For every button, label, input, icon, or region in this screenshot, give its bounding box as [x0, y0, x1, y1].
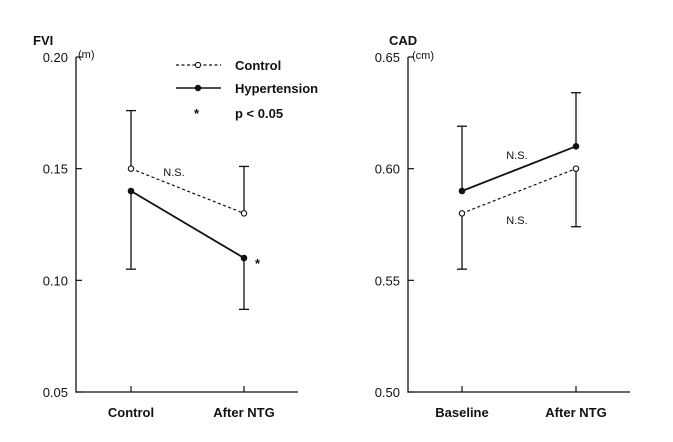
cad-x-tick-label: Baseline: [435, 405, 488, 420]
cad-ns-upper-label: N.S.: [506, 150, 527, 162]
legend-significance-text: p < 0.05: [235, 106, 283, 121]
fvi-x-tick-label: After NTG: [213, 405, 274, 420]
cad-control-point: [458, 210, 466, 217]
cad-y-tick-label: 0.60: [375, 162, 400, 177]
cad-ns-lower-label: N.S.: [506, 215, 527, 227]
cad-title: CAD: [389, 33, 417, 48]
fvi-significance-marker: *: [255, 256, 261, 271]
fvi-series-lines: [130, 168, 245, 259]
cad-hypertension-line: [461, 145, 577, 192]
cad-control-line: [461, 168, 577, 214]
cad-panel: CAD (cm) 0.65 0.60 0.55 0.50 Baseline After …: [375, 33, 630, 420]
fvi-x-ticks: Control After NTG: [108, 386, 275, 420]
cad-y-ticks: 0.65 0.60 0.55 0.50: [375, 50, 414, 400]
fvi-y-tick-label: 0.05: [43, 385, 68, 400]
legend: Control Hypertension * p < 0.05: [176, 58, 318, 121]
cad-hypertension-point: [572, 143, 580, 150]
cad-hypertension-point: [458, 187, 466, 195]
legend-hypertension-label: Hypertension: [235, 81, 318, 96]
fvi-hypertension-line: [130, 190, 245, 259]
fvi-points: [127, 165, 248, 262]
legend-hypertension-marker: [194, 84, 202, 92]
fvi-x-tick-label: Control: [108, 405, 154, 420]
fvi-control-point: [240, 210, 248, 217]
legend-significance-symbol: *: [194, 106, 200, 121]
cad-control-point: [572, 165, 580, 172]
fvi-y-tick-label: 0.20: [43, 50, 68, 65]
cad-y-tick-label: 0.55: [375, 273, 400, 288]
cad-unit: (cm): [412, 50, 434, 62]
cad-y-tick-label: 0.65: [375, 50, 400, 65]
fvi-y-tick-label: 0.15: [43, 162, 68, 177]
fvi-hypertension-point: [240, 254, 248, 262]
cad-x-ticks: Baseline After NTG: [435, 386, 607, 420]
cad-series-lines: [461, 145, 577, 214]
fvi-title: FVI: [33, 33, 53, 48]
fvi-unit: (m): [78, 49, 95, 61]
fvi-y-ticks: 0.20 0.15 0.10 0.05: [43, 50, 82, 400]
fvi-control-point: [127, 165, 135, 172]
cad-points: [458, 143, 580, 217]
fvi-ns-label: N.S.: [163, 167, 184, 179]
fvi-control-line: [130, 168, 245, 214]
fvi-hypertension-point: [127, 187, 135, 195]
fvi-error-bars: [126, 109, 249, 311]
legend-control-label: Control: [235, 58, 281, 73]
fvi-y-tick-label: 0.10: [43, 273, 68, 288]
cad-error-bars: [457, 92, 581, 270]
cad-y-tick-label: 0.50: [375, 385, 400, 400]
fvi-panel: FVI (m) 0.20 0.15 0.10 0.05 Control After NT…: [33, 33, 318, 420]
legend-control-marker: [194, 61, 202, 69]
cad-x-tick-label: After NTG: [545, 405, 606, 420]
